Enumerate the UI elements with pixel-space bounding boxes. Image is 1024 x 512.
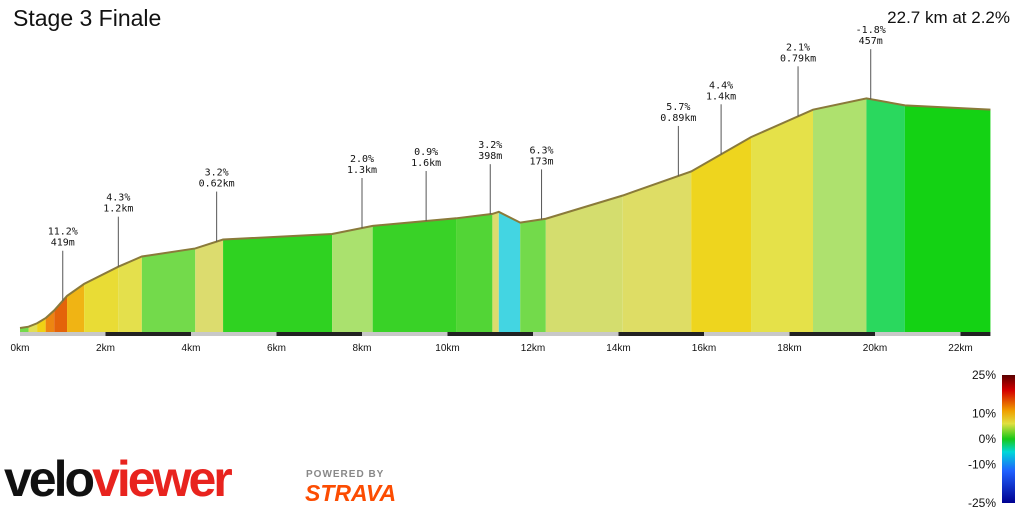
km-bar-segment: [20, 332, 106, 336]
km-bar-segment: [191, 332, 277, 336]
profile-segment: [498, 211, 521, 332]
climb-grade-label: 2.0%: [350, 154, 374, 165]
legend-label: 0%: [979, 432, 997, 446]
profile-segment: [28, 323, 38, 332]
x-tick-label: 16km: [692, 343, 716, 354]
x-tick-label: 22km: [948, 343, 972, 354]
climb-length-label: 1.4km: [706, 91, 736, 102]
profile-segment: [195, 239, 224, 332]
climb-length-label: 457m: [859, 36, 883, 47]
x-tick-label: 8km: [353, 343, 372, 354]
x-tick-label: 10km: [435, 343, 459, 354]
profile-segment: [37, 318, 46, 332]
x-tick-label: 4km: [182, 343, 201, 354]
legend-label: 10%: [972, 406, 996, 420]
profile-segment: [332, 225, 373, 332]
legend-label: -10%: [968, 458, 996, 472]
climb-length-label: 0.79km: [780, 53, 816, 64]
profile-segment: [456, 213, 493, 332]
climb-length-label: 1.3km: [347, 165, 377, 176]
x-tick-label: 14km: [606, 343, 630, 354]
profile-segments: [20, 98, 991, 333]
profile-segment: [622, 171, 692, 332]
climb-length-label: 0.62km: [199, 179, 235, 190]
profile-segment: [904, 105, 991, 333]
x-tick-label: 20km: [863, 343, 887, 354]
profile-segment: [492, 211, 499, 332]
profile-segment: [813, 98, 867, 333]
km-bar-segment: [618, 332, 704, 336]
climb-grade-label: 4.3%: [106, 193, 130, 204]
km-bar-segment: [105, 332, 191, 336]
climb-grade-label: 3.2%: [478, 140, 502, 151]
km-bar-segment: [447, 332, 533, 336]
profile-segment: [67, 283, 85, 332]
climb-annotations: 11.2%419m4.3%1.2km3.2%0.62km2.0%1.3km0.9…: [48, 25, 886, 301]
climb-grade-label: 4.4%: [709, 80, 733, 91]
legend-color-bar: [1002, 375, 1015, 503]
climb-grade-label: 6.3%: [530, 145, 554, 156]
x-tick-label: 18km: [777, 343, 801, 354]
x-tick-label: 2km: [96, 343, 115, 354]
climb-length-label: 0.89km: [660, 113, 696, 124]
profile-segment: [520, 218, 546, 332]
profile-outline: [19, 97, 991, 329]
climb-grade-label: 0.9%: [414, 147, 438, 158]
km-bar-segment: [533, 332, 619, 336]
climb-grade-label: -1.8%: [856, 25, 886, 36]
profile-segment: [118, 256, 142, 332]
profile-segment: [866, 98, 905, 333]
page-title: Stage 3 Finale: [13, 5, 162, 31]
km-bar-segment: [960, 332, 991, 336]
x-tick-label: 12km: [521, 343, 545, 354]
veloviewer-logo: veloviewer: [4, 451, 233, 507]
km-bar: [20, 332, 991, 336]
profile-segment: [751, 109, 814, 333]
gradient-legend: 25% 10% 0% -10% -25%: [968, 368, 1015, 510]
climb-length-label: 1.2km: [103, 204, 133, 215]
route-summary: 22.7 km at 2.2%: [887, 8, 1010, 27]
profile-segment: [45, 310, 55, 332]
profile-segment: [141, 248, 196, 332]
profile-segment: [545, 195, 623, 332]
legend-label: 25%: [972, 368, 996, 382]
profile-segment: [84, 266, 119, 332]
climb-grade-label: 11.2%: [48, 227, 78, 238]
climb-length-label: 1.6km: [411, 158, 441, 169]
x-tick-label: 6km: [267, 343, 286, 354]
x-axis-ticks: 0km 2km 4km 6km 8km 10km 12km 14km 16km 18km 20km 2…: [11, 343, 973, 354]
km-bar-segment: [362, 332, 448, 336]
km-bar-segment: [704, 332, 790, 336]
powered-by-label: POWERED BY: [306, 469, 385, 480]
profile-segment: [691, 137, 752, 332]
climb-grade-label: 5.7%: [666, 102, 690, 113]
climb-grade-label: 2.1%: [786, 42, 810, 53]
profile-segment: [372, 218, 457, 332]
climb-grade-label: 3.2%: [205, 168, 229, 179]
km-bar-segment: [276, 332, 362, 336]
climb-length-label: 173m: [530, 156, 554, 167]
profile-segment: [223, 234, 333, 332]
climb-length-label: 419m: [51, 238, 75, 249]
km-bar-segment: [789, 332, 875, 336]
legend-label: -25%: [968, 496, 996, 510]
km-bar-segment: [875, 332, 961, 336]
climb-length-label: 398m: [478, 151, 502, 162]
strava-logo: STRAVA: [305, 480, 397, 506]
x-tick-label: 0km: [11, 343, 30, 354]
profile-segment: [54, 295, 68, 332]
